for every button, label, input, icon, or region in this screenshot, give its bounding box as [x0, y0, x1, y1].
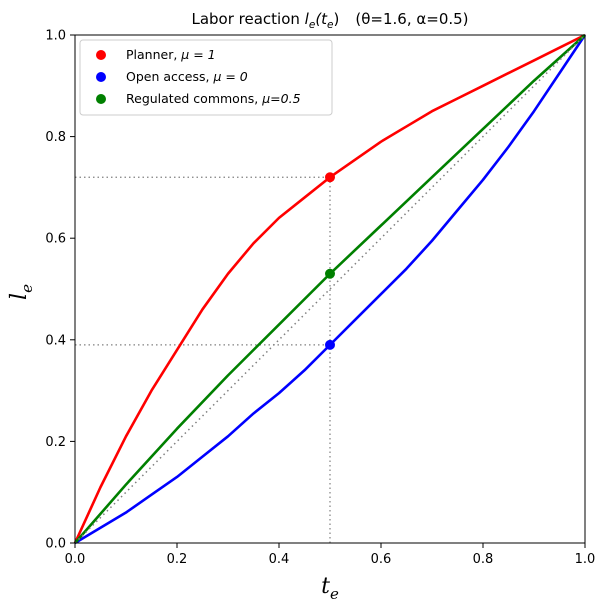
legend-label-regulated-commons: Regulated commons, μ=0.5	[126, 91, 301, 106]
x-tick-label: 0.8	[473, 552, 494, 567]
x-axis-label: te	[321, 574, 339, 603]
y-tick-label: 0.6	[45, 232, 66, 247]
y-tick-label: 0.0	[45, 537, 66, 552]
plot-frame	[74, 34, 586, 544]
reference-lines	[75, 176, 331, 543]
y-tick-label: 1.0	[45, 29, 66, 44]
planner-point	[325, 172, 335, 183]
y-axis-label: le	[7, 284, 36, 300]
legend-marker-planner	[96, 50, 106, 60]
legend-entry-regulated-commons: Regulated commons, μ=0.5	[96, 91, 301, 106]
legend-marker-open-access	[96, 72, 106, 82]
y-axis-ticks: 0.0 0.2 0.4 0.6 0.8 1.0	[45, 29, 75, 552]
x-tick-label: 0.2	[167, 552, 188, 567]
x-tick-label: 0.0	[65, 552, 86, 567]
legend-label-planner: Planner, μ = 1	[126, 47, 216, 62]
legend-label-open-access: Open access, μ = 0	[126, 69, 248, 84]
x-axis-ticks: 0.0 0.2 0.4 0.6 0.8 1.0	[65, 543, 596, 567]
regulated-commons-point	[325, 268, 335, 279]
y-tick-label: 0.2	[45, 435, 66, 450]
legend: Planner, μ = 1 Open access, μ = 0 Regula…	[79, 39, 333, 116]
legend-box	[79, 39, 333, 116]
open-access-point	[325, 339, 335, 350]
x-tick-label: 0.6	[371, 552, 392, 567]
legend-entry-open-access: Open access, μ = 0	[96, 69, 248, 84]
x-tick-label: 1.0	[575, 552, 596, 567]
x-tick-label: 0.4	[269, 552, 290, 567]
y-tick-label: 0.8	[45, 130, 66, 145]
legend-entry-planner: Planner, μ = 1	[96, 47, 216, 62]
y-tick-label: 0.4	[45, 333, 66, 348]
legend-marker-regulated-commons	[96, 94, 106, 104]
chart-title: Labor reaction le(te) (θ=1.6, α=0.5)	[191, 10, 468, 31]
point-markers	[325, 172, 335, 350]
